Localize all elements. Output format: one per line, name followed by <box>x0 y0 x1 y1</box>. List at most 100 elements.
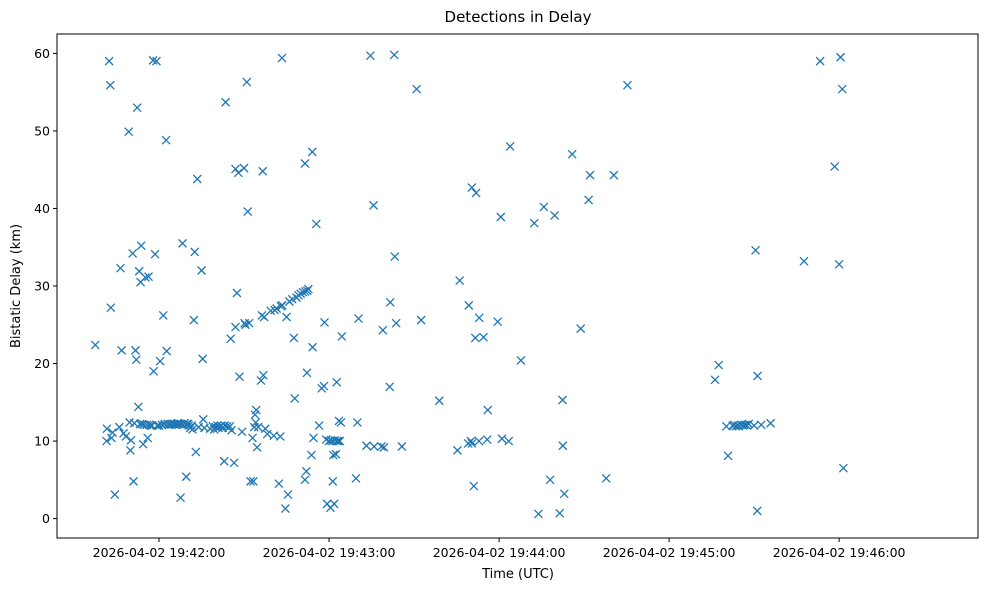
data-point-x-marker <box>328 450 338 460</box>
data-point-x-marker <box>320 317 329 327</box>
data-point-x-marker <box>124 127 134 137</box>
data-point-x-marker <box>251 418 261 427</box>
data-point-x-marker <box>162 346 172 356</box>
data-point-x-marker <box>231 322 240 332</box>
data-point-x-marker <box>274 479 284 489</box>
data-point-x-marker <box>244 318 254 328</box>
data-point-x-marker <box>252 442 262 452</box>
x-tick-label: 2026-04-02 19:46:00 <box>773 545 906 560</box>
data-point-x-marker <box>534 509 543 519</box>
data-point-x-marker <box>176 493 186 503</box>
data-point-x-marker <box>837 84 847 94</box>
data-point-x-marker <box>466 436 476 446</box>
data-point-x-marker <box>280 504 290 513</box>
data-point-x-marker <box>369 442 379 451</box>
data-point-x-marker <box>136 241 146 251</box>
x-tick-label: 2026-04-02 19:45:00 <box>603 545 736 560</box>
data-point-x-marker <box>710 375 720 385</box>
data-point-x-marker <box>106 303 116 313</box>
data-point-x-marker <box>229 458 239 468</box>
data-point-x-marker <box>584 195 594 205</box>
data-point-x-marker <box>766 418 776 428</box>
data-point-x-marker <box>226 334 236 344</box>
data-point-x-marker <box>260 424 270 434</box>
data-point-x-marker <box>361 441 371 451</box>
data-point-x-marker <box>482 435 492 444</box>
data-point-x-marker <box>190 247 200 257</box>
data-point-x-marker <box>277 300 287 310</box>
data-point-x-marker <box>385 382 395 392</box>
data-point-x-marker <box>302 368 312 378</box>
data-point-x-marker <box>300 475 310 485</box>
data-point-x-marker <box>479 332 488 342</box>
y-tick-label: 40 <box>34 201 50 216</box>
data-point-x-marker <box>308 342 318 352</box>
data-point-x-marker <box>108 428 118 438</box>
data-point-x-marker <box>150 249 160 259</box>
data-point-x-marker <box>301 466 311 476</box>
data-point-x-marker <box>283 490 293 500</box>
data-point-x-marker <box>474 436 484 446</box>
data-point-x-marker <box>232 288 242 298</box>
data-point-x-marker <box>116 263 125 273</box>
data-point-x-marker <box>148 55 158 65</box>
data-point-x-marker <box>836 52 846 62</box>
data-point-x-marker <box>187 424 197 434</box>
y-tick-label: 0 <box>42 511 50 526</box>
data-point-x-marker <box>335 436 345 446</box>
data-point-x-marker <box>277 53 287 63</box>
data-point-x-marker <box>351 473 361 483</box>
data-point-x-marker <box>550 210 560 220</box>
data-point-x-marker <box>158 311 168 320</box>
data-point-x-marker <box>319 381 329 391</box>
data-point-x-marker <box>576 324 586 334</box>
x-tick-label: 2026-04-02 19:44:00 <box>433 545 566 560</box>
data-point-x-marker <box>496 212 506 222</box>
data-point-x-marker <box>752 506 762 516</box>
data-point-x-marker <box>497 434 507 444</box>
x-tick-label: 2026-04-02 19:42:00 <box>93 545 226 560</box>
data-point-x-marker <box>354 314 363 324</box>
data-point-x-marker <box>751 245 761 255</box>
data-point-x-marker <box>219 456 229 466</box>
data-point-x-marker <box>102 436 112 446</box>
data-point-x-marker <box>391 318 401 328</box>
data-point-x-marker <box>332 377 342 387</box>
data-point-x-marker <box>121 431 131 441</box>
data-point-x-marker <box>131 345 140 355</box>
data-point-x-marker <box>815 56 825 66</box>
data-point-x-marker <box>154 421 164 431</box>
data-point-x-marker <box>128 248 138 258</box>
data-point-x-marker <box>390 252 400 261</box>
data-point-x-marker <box>567 149 577 159</box>
data-point-x-marker <box>483 405 493 415</box>
data-point-x-marker <box>377 442 386 451</box>
data-point-x-marker <box>731 421 741 431</box>
data-point-x-marker <box>178 238 187 248</box>
y-tick-label: 60 <box>34 46 50 61</box>
data-point-x-marker <box>133 402 143 412</box>
data-point-x-marker <box>311 219 321 229</box>
data-point-x-marker <box>180 418 189 428</box>
data-point-x-marker <box>309 433 318 443</box>
data-point-x-marker <box>331 449 341 459</box>
x-tick-label: 2026-04-02 19:43:00 <box>263 545 396 560</box>
data-point-x-marker <box>609 170 619 180</box>
data-point-x-marker <box>756 420 766 430</box>
data-point-x-marker <box>369 200 379 210</box>
data-point-x-marker <box>152 56 161 66</box>
data-point-x-marker <box>233 168 243 178</box>
data-point-x-marker <box>138 439 148 449</box>
x-axis-ticks: 2026-04-02 19:42:00 2026-04-02 19:43:00 20… <box>93 538 906 560</box>
data-point-x-marker <box>328 476 338 486</box>
data-point-x-marker <box>838 463 848 473</box>
y-tick-label: 50 <box>34 123 50 138</box>
data-point-x-marker <box>242 77 252 87</box>
data-point-x-marker <box>434 396 444 406</box>
y-tick-label: 10 <box>34 434 50 449</box>
y-axis-ticks: 0 10 20 30 40 50 60 <box>34 46 57 526</box>
data-point-x-marker <box>558 441 568 451</box>
data-point-x-marker <box>585 170 595 180</box>
data-point-x-marker <box>303 284 313 294</box>
